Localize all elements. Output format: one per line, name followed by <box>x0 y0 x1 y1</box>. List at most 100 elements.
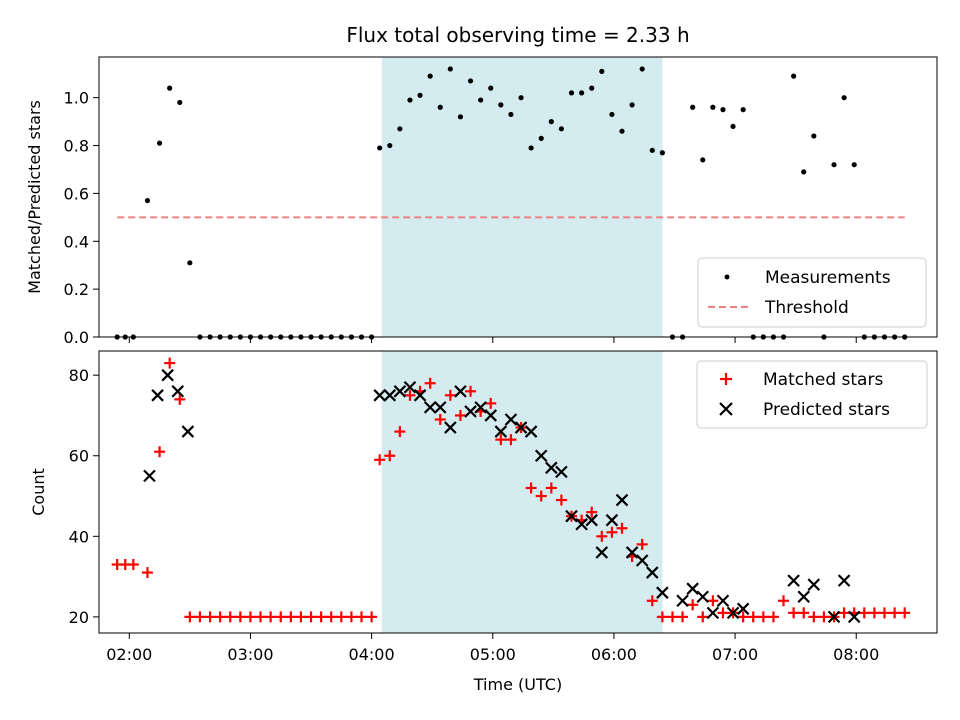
matched-point <box>384 450 396 462</box>
measurement-point <box>387 142 393 149</box>
predicted-point <box>807 578 821 591</box>
predicted-point <box>595 546 609 559</box>
matched-point <box>465 385 477 397</box>
predicted-point <box>454 385 467 398</box>
measurement-point <box>498 102 504 108</box>
measurement-point <box>177 99 183 106</box>
matched-point <box>656 611 668 623</box>
predicted-point <box>181 425 195 438</box>
measurement-point <box>831 162 837 168</box>
measurement-point <box>730 123 736 130</box>
matched-point <box>737 611 749 623</box>
predicted-point <box>423 401 437 414</box>
measurement-point <box>710 104 716 110</box>
top-x-ticks <box>128 337 857 343</box>
matched-point <box>265 611 277 623</box>
measurement-point <box>851 162 857 168</box>
measurement-point <box>447 66 453 72</box>
matched-point <box>345 611 357 623</box>
measurement-point <box>659 150 665 156</box>
matched-point <box>374 454 386 466</box>
matched-point <box>636 538 648 550</box>
top-y-tick-label: 0.2 <box>64 280 89 299</box>
measurement-point <box>427 73 433 79</box>
predicted-point <box>151 389 164 402</box>
matched-point <box>485 397 497 409</box>
matched-point <box>141 567 153 579</box>
matched-point <box>767 611 779 623</box>
measurement-point <box>187 260 193 266</box>
matched-point <box>325 611 337 623</box>
measurement-point <box>720 107 726 113</box>
legend-measurements-label: Measurements <box>765 268 891 288</box>
predicted-point <box>615 493 629 507</box>
matched-point <box>717 607 729 619</box>
measurement-point <box>417 92 423 98</box>
matched-point <box>356 611 368 623</box>
legend-measurements-marker <box>724 274 730 280</box>
measurement-point <box>167 85 173 91</box>
matched-point <box>127 559 139 571</box>
measurement-point <box>437 104 443 110</box>
predicted-point <box>555 465 568 479</box>
measurement-point <box>467 78 474 84</box>
top-y-tick-label: 0.0 <box>64 328 89 347</box>
measurement-point <box>407 97 413 103</box>
predicted-point <box>585 513 598 527</box>
matched-point <box>838 607 850 619</box>
predicted-point <box>696 590 710 604</box>
predicted-point <box>474 401 487 414</box>
predicted-point <box>797 590 811 604</box>
matched-point <box>184 611 196 623</box>
matched-point <box>818 611 830 623</box>
matched-point <box>194 611 206 623</box>
bottom-y-ticks: 20 40 60 80 <box>69 366 99 627</box>
predicted-point <box>143 469 156 483</box>
matched-point <box>889 607 901 619</box>
matched-point <box>366 611 378 623</box>
matched-point <box>315 611 327 623</box>
matched-point <box>434 413 446 425</box>
matched-point <box>666 611 678 623</box>
predicted-point <box>171 385 185 398</box>
predicted-point <box>676 594 689 608</box>
matched-point <box>335 611 347 623</box>
matched-point <box>596 530 608 542</box>
matched-point <box>778 595 790 607</box>
predicted-point <box>847 610 861 624</box>
matched-point <box>606 526 618 538</box>
matched-point <box>244 611 256 623</box>
measurement-point <box>740 107 746 113</box>
measurement-point <box>457 114 464 120</box>
predicted-point <box>635 554 649 567</box>
measurement-point <box>599 68 605 74</box>
bottom-y-tick-label: 20 <box>69 608 89 627</box>
bottom-y-tick-label: 60 <box>69 447 89 466</box>
predicted-point <box>575 517 588 531</box>
predicted-point <box>161 368 174 382</box>
bottom-panel: 02:00 03:00 04:00 05:00 06:00 07:00 08:00 20 40… <box>29 350 938 694</box>
measurement-point <box>700 157 706 163</box>
bottom-y-tick-label: 40 <box>69 527 89 546</box>
predicted-point <box>827 610 841 624</box>
matched-point <box>525 482 537 494</box>
matched-point <box>899 607 911 619</box>
predicted-point <box>625 546 639 559</box>
predicted-point <box>403 380 417 394</box>
predicted-point <box>413 389 427 402</box>
measurement-point <box>639 66 645 72</box>
matched-point <box>545 482 557 494</box>
measurement-point <box>649 147 655 153</box>
legend-matched-label: Matched stars <box>763 370 883 390</box>
matched-point <box>878 607 890 619</box>
measurement-point <box>488 85 494 91</box>
matched-point <box>495 434 507 446</box>
bottom-y-axis-label: Count <box>29 468 48 516</box>
measurement-point <box>518 95 524 101</box>
x-axis-label: Time (UTC) <box>473 675 562 694</box>
top-y-axis-label: Matched/Predicted stars <box>25 100 44 294</box>
matched-point <box>707 595 719 607</box>
top-legend: Measurements Threshold <box>697 257 927 328</box>
matched-point <box>535 490 547 502</box>
